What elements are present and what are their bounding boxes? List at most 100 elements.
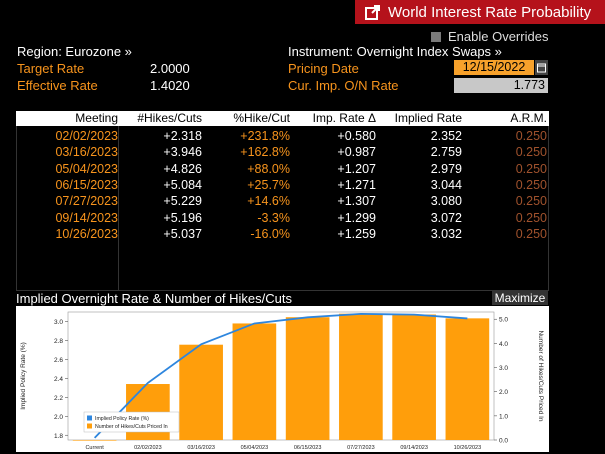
cell-implied-rate: 3.080 xyxy=(430,194,462,209)
header-imp-rate-delta[interactable]: Imp. Rate Δ xyxy=(312,111,376,125)
x-tick-label: 07/27/2023 xyxy=(347,445,375,451)
calendar-icon xyxy=(537,63,546,73)
right-tick-label: 1.0 xyxy=(499,413,508,420)
cell-implied-rate: 3.072 xyxy=(430,210,462,225)
cell-pct-hike-cut: +88.0% xyxy=(247,161,290,176)
cell-meeting: 05/04/2023 xyxy=(55,161,118,176)
cell-imp-rate-delta: +1.271 xyxy=(337,177,376,192)
bar xyxy=(232,323,277,440)
y-axis-title: Implied Policy Rate (%) xyxy=(20,342,27,410)
cell-imp-rate-delta: +1.299 xyxy=(337,210,376,225)
cell-hikes-cuts: +5.229 xyxy=(163,194,202,209)
effective-rate-label: Effective Rate xyxy=(17,78,98,93)
cell-meeting: 10/26/2023 xyxy=(55,226,118,241)
bar xyxy=(445,318,490,440)
x-tick-label: 09/14/2023 xyxy=(400,445,428,451)
bar xyxy=(179,344,223,440)
cell-implied-rate: 2.352 xyxy=(430,129,462,143)
target-rate-value: 2.0000 xyxy=(150,61,190,76)
window-title-bar: World Interest Rate Probability xyxy=(355,0,605,24)
bar xyxy=(285,317,330,440)
cell-imp-rate-delta: +1.207 xyxy=(337,161,376,176)
table-header xyxy=(16,111,549,126)
header-implied-rate[interactable]: Implied Rate xyxy=(394,111,462,125)
enable-overrides-checkbox[interactable] xyxy=(431,31,441,42)
cell-implied-rate: 3.044 xyxy=(430,177,462,192)
cell-meeting: 02/02/2023 xyxy=(55,129,118,143)
x-tick-label: 02/02/2023 xyxy=(134,445,162,451)
right-tick-label: 5.0 xyxy=(499,317,508,324)
pricing-date-input[interactable]: 12/15/2022 xyxy=(454,60,534,75)
chart-title: Implied Overnight Rate & Number of Hikes… xyxy=(16,291,292,306)
header-arm[interactable]: A.R.M. xyxy=(510,111,547,125)
right-tick-label: 4.0 xyxy=(499,341,508,348)
cell-arm: 0.250 xyxy=(515,145,547,160)
x-tick-label: Current xyxy=(85,445,104,451)
implied-rate-line xyxy=(93,312,468,439)
cell-imp-rate-delta: +0.580 xyxy=(337,129,376,143)
legend-swatch-line xyxy=(87,415,92,421)
cell-meeting: 06/15/2023 xyxy=(55,177,118,192)
cell-hikes-cuts: +5.084 xyxy=(163,177,202,192)
bar xyxy=(392,314,436,440)
pricing-date-label: Pricing Date xyxy=(288,61,359,76)
header-pct-hike-cut[interactable]: %Hike/Cut xyxy=(233,111,290,125)
instrument-selector[interactable]: Instrument: Overnight Index Swaps » xyxy=(288,44,502,59)
cell-imp-rate-delta: +1.259 xyxy=(337,226,376,241)
external-link-icon[interactable] xyxy=(365,4,380,20)
x-tick-label: 03/16/2023 xyxy=(187,445,215,451)
chart-panel: 1.8 2.0 2.2 2.4 2.6 2.8 3.0 0.0 1.0 2.0 3.0 4.0 5.0 I… xyxy=(16,306,549,452)
cell-hikes-cuts: +4.826 xyxy=(163,161,202,176)
cell-pct-hike-cut: +162.8% xyxy=(240,145,290,160)
cell-hikes-cuts: +5.196 xyxy=(163,210,202,225)
left-tick-label: 2.0 xyxy=(54,414,63,421)
header-hikes-cuts[interactable]: #Hikes/Cuts xyxy=(137,111,202,125)
left-tick-label: 2.4 xyxy=(54,376,63,383)
left-tick-label: 2.2 xyxy=(54,395,63,402)
cell-imp-rate-delta: +0.987 xyxy=(337,145,376,160)
left-tick-label: 1.8 xyxy=(54,433,63,440)
cell-hikes-cuts: +2.318 xyxy=(163,129,202,143)
region-selector[interactable]: Region: Eurozone » xyxy=(17,44,132,59)
x-tick-label: 05/04/2023 xyxy=(241,445,269,451)
calendar-button[interactable] xyxy=(535,60,548,75)
cell-meeting: 07/27/2023 xyxy=(55,194,118,209)
legend-box xyxy=(83,411,180,433)
header-meeting[interactable]: Meeting xyxy=(75,111,118,125)
right-tick-label: 3.0 xyxy=(499,365,508,372)
cell-arm: 0.250 xyxy=(515,161,547,176)
right-tick-label: 2.0 xyxy=(499,389,508,396)
cell-hikes-cuts: +3.946 xyxy=(163,145,202,160)
y2-axis-title: Number of Hikes/Cuts Priced In xyxy=(537,330,544,421)
cell-pct-hike-cut: +25.7% xyxy=(247,177,290,192)
cell-meeting: 09/14/2023 xyxy=(55,210,118,225)
maximize-button[interactable]: Maximize xyxy=(492,291,548,305)
cell-imp-rate-delta: +1.307 xyxy=(337,194,376,209)
cell-arm: 0.250 xyxy=(515,226,547,241)
cell-meeting: 03/16/2023 xyxy=(55,145,118,160)
target-rate-label: Target Rate xyxy=(17,61,85,76)
cell-pct-hike-cut: -3.3% xyxy=(257,210,290,225)
legend-label-bar: Number of Hikes/Cuts Priced In xyxy=(95,424,168,430)
left-tick-label: 2.8 xyxy=(54,338,63,345)
rate-chart: 1.8 2.0 2.2 2.4 2.6 2.8 3.0 0.0 1.0 2.0 3.0 4.0 5.0 I… xyxy=(20,311,544,451)
cell-arm: 0.250 xyxy=(515,129,547,143)
bar xyxy=(72,440,117,441)
cell-pct-hike-cut: +14.6% xyxy=(247,194,290,209)
cell-pct-hike-cut: +231.8% xyxy=(240,129,290,143)
window-title: World Interest Rate Probability xyxy=(388,3,592,21)
enable-overrides[interactable]: Enable Overrides xyxy=(431,29,548,44)
effective-rate-value: 1.4020 xyxy=(150,78,190,93)
cell-implied-rate: 2.979 xyxy=(430,161,462,176)
legend-label-line: Implied Policy Rate (%) xyxy=(95,416,149,422)
cell-hikes-cuts: +5.037 xyxy=(163,226,202,241)
legend-swatch-bar xyxy=(87,423,92,429)
bar xyxy=(339,313,383,440)
cell-implied-rate: 3.032 xyxy=(430,226,462,241)
meetings-table xyxy=(16,111,549,291)
x-tick-label: 10/26/2023 xyxy=(454,445,482,451)
left-tick-label: 3.0 xyxy=(54,319,63,326)
cell-arm: 0.250 xyxy=(515,210,547,225)
cell-pct-hike-cut: -16.0% xyxy=(250,226,290,241)
cur-imp-rate-input[interactable]: 1.773 xyxy=(454,78,548,93)
